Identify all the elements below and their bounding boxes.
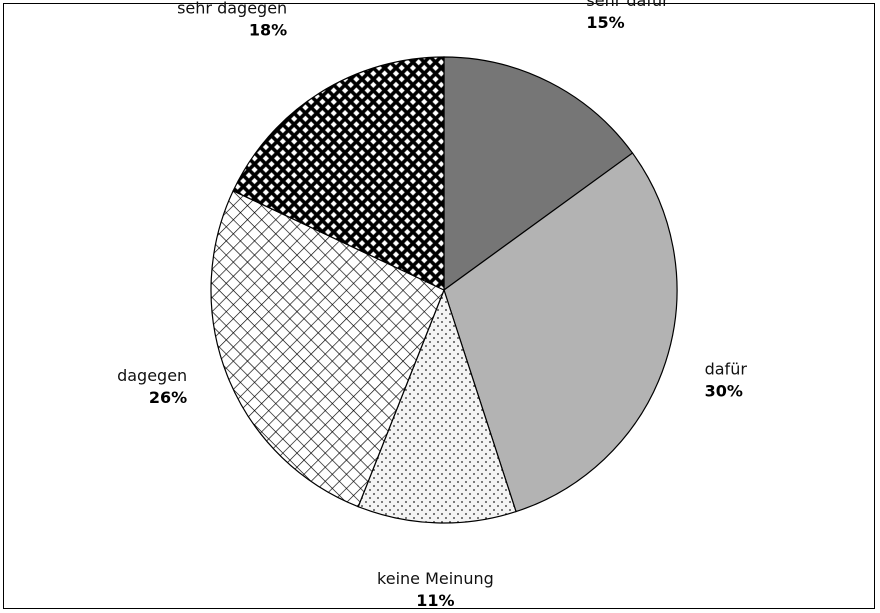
slice-percent: 15%	[586, 13, 624, 32]
slice-percent: 18%	[249, 21, 287, 40]
slice-label: dagegen	[117, 366, 187, 385]
slice-label: sehr dagegen	[177, 0, 287, 18]
pie-slice-dagegen	[210, 189, 445, 508]
slice-label: keine Meinung	[377, 569, 494, 588]
pie-slice-keine-meinung	[357, 288, 517, 524]
slice-label: sehr dafür	[586, 0, 669, 10]
pie-slice-dafür	[443, 152, 678, 513]
slice-label: dafür	[705, 360, 748, 379]
pie-slice-sehr-dagegen	[232, 56, 445, 291]
slice-percent: 30%	[705, 382, 743, 401]
pie-slice-sehr-dafür	[443, 56, 634, 292]
slice-percent: 26%	[149, 388, 187, 407]
slice-percent: 11%	[416, 591, 454, 610]
